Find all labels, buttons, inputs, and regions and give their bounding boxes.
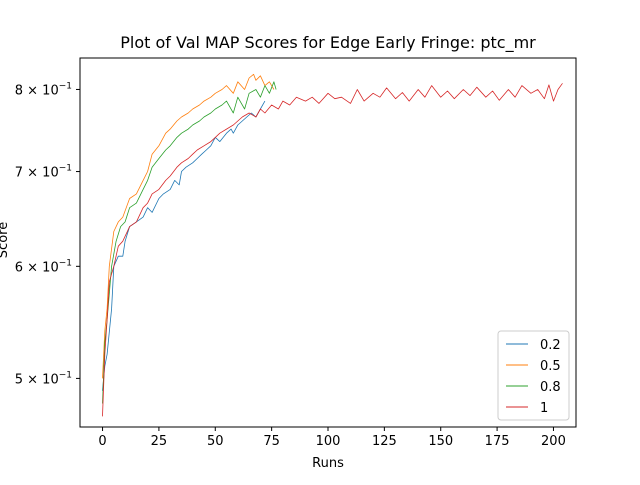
series-line-2 (102, 81, 277, 404)
y-tick-exponent: −1 (59, 164, 72, 174)
y-axis: 5 × 10−16 × 10−17 × 10−18 × 10−1 (15, 81, 80, 387)
series-line-1 (102, 73, 275, 379)
x-tick-label: 25 (151, 434, 168, 449)
legend-label: 0.2 (540, 338, 561, 353)
y-tick-exponent: −1 (59, 258, 72, 268)
y-tick-mantissa: 5 (15, 372, 23, 387)
y-tick-base: × 10 (23, 372, 59, 387)
y-tick-mantissa: 6 (15, 260, 23, 275)
x-tick-label: 150 (428, 434, 453, 449)
y-tick-label: 8 × 10−1 (15, 81, 72, 98)
legend-label: 1 (540, 401, 548, 416)
y-tick-base: × 10 (23, 166, 59, 181)
chart-title: Plot of Val MAP Scores for Edge Early Fr… (120, 33, 536, 53)
y-tick-label: 7 × 10−1 (15, 164, 72, 181)
y-tick-base: × 10 (23, 260, 59, 275)
x-tick-label: 175 (485, 434, 510, 449)
y-tick-exponent: −1 (59, 81, 72, 91)
y-tick-exponent: −1 (59, 370, 72, 380)
x-axis-title: Runs (312, 456, 344, 471)
legend-label: 0.5 (540, 359, 561, 374)
series-line-3 (102, 83, 563, 417)
x-tick-label: 200 (541, 434, 566, 449)
x-tick-label: 100 (316, 434, 341, 449)
y-tick-mantissa: 7 (15, 166, 23, 181)
legend-box (497, 330, 570, 421)
series-line-0 (102, 100, 266, 391)
legend: 0.2 0.5 0.8 1 (497, 330, 570, 421)
series-layer (102, 73, 563, 417)
y-axis-title: Score (0, 222, 11, 258)
y-tick-label: 5 × 10−1 (15, 370, 72, 387)
y-tick-label: 6 × 10−1 (15, 258, 72, 275)
legend-label: 0.8 (540, 380, 561, 395)
x-tick-label: 50 (207, 434, 224, 449)
x-tick-label: 0 (98, 434, 106, 449)
y-tick-mantissa: 8 (15, 83, 23, 98)
x-tick-label: 125 (372, 434, 397, 449)
x-tick-label: 75 (263, 434, 280, 449)
x-axis: 0 25 50 75 100 125 150 175 200 (98, 427, 566, 449)
y-tick-base: × 10 (23, 83, 59, 98)
